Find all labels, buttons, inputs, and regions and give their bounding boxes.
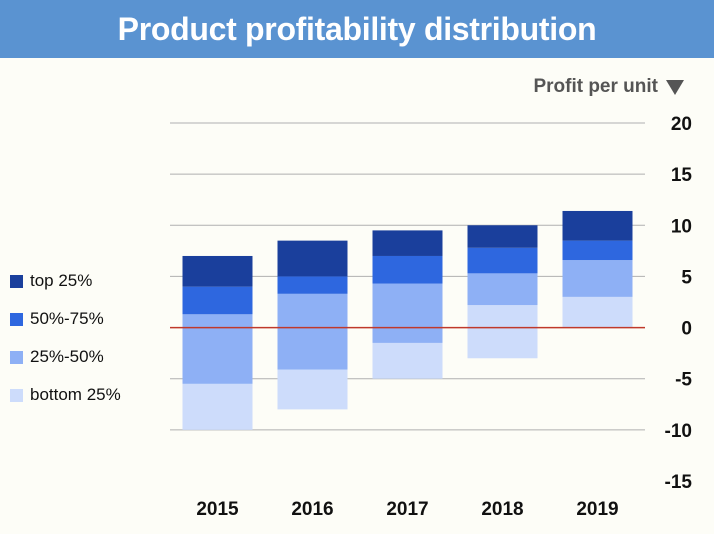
y-tick-label: 15 — [671, 165, 693, 186]
legend-label-q2: 25%-50% — [30, 347, 104, 366]
bar-segment-q2 — [277, 293, 348, 370]
unit-label-text: Profit per unit — [533, 76, 658, 97]
legend-item-q3: 50%-75% — [10, 300, 121, 338]
bar-segment-top — [277, 240, 348, 277]
x-tick-label: 2019 — [576, 499, 618, 520]
x-tick-label: 2018 — [481, 499, 523, 520]
bar-segment-top — [562, 210, 633, 241]
bar-segment-top — [182, 255, 253, 287]
y-tick-label: 5 — [681, 267, 692, 288]
x-tick-label: 2017 — [386, 499, 428, 520]
y-tick-label: -5 — [675, 370, 692, 391]
bar-segment-top — [467, 225, 538, 248]
bar-segment-q2 — [467, 273, 538, 306]
legend-swatch-bottom — [10, 388, 23, 402]
bar-segment-q2 — [562, 260, 633, 297]
x-tick-label: 2016 — [291, 499, 333, 520]
legend-item-top: top 25% — [10, 262, 121, 300]
y-tick-label: -10 — [665, 421, 692, 442]
bar-segment-bottom — [467, 305, 538, 359]
bar-segment-q2 — [372, 283, 443, 343]
bar-segment-top — [372, 230, 443, 256]
triangle-down-icon — [666, 79, 684, 95]
bar-segment-q3 — [277, 276, 348, 294]
bar-segment-bottom — [182, 383, 253, 430]
bar-segment-q3 — [467, 247, 538, 274]
y-tick-label: 0 — [681, 319, 692, 340]
x-tick-label: 2015 — [196, 499, 239, 520]
y-tick-label: -15 — [665, 472, 693, 493]
unit-label: Profit per unit — [533, 76, 684, 98]
y-tick-label: 20 — [671, 114, 692, 135]
y-tick-label: 10 — [671, 216, 692, 237]
bar-segment-q3 — [372, 255, 443, 284]
legend-swatch-q3 — [10, 312, 23, 326]
bar-segment-q3 — [562, 240, 633, 261]
bar-segment-bottom — [277, 369, 348, 410]
legend-label-bottom: bottom 25% — [30, 385, 121, 404]
legend-swatch-q2 — [10, 350, 23, 364]
legend-swatch-top — [10, 274, 23, 288]
bar-segment-q3 — [182, 286, 253, 315]
legend: top 25% 50%-75% 25%-50% bottom 25% — [10, 262, 121, 414]
bar-segment-bottom — [372, 342, 443, 379]
title-banner: Product profitability distribution — [0, 0, 714, 58]
bar-segment-q2 — [182, 314, 253, 384]
legend-label-top: top 25% — [30, 271, 93, 290]
legend-item-q2: 25%-50% — [10, 338, 121, 376]
legend-label-q3: 50%-75% — [30, 309, 104, 328]
bar-segment-bottom — [562, 296, 633, 328]
chart-title: Product profitability distribution — [117, 10, 597, 47]
legend-item-bottom: bottom 25% — [10, 376, 121, 414]
